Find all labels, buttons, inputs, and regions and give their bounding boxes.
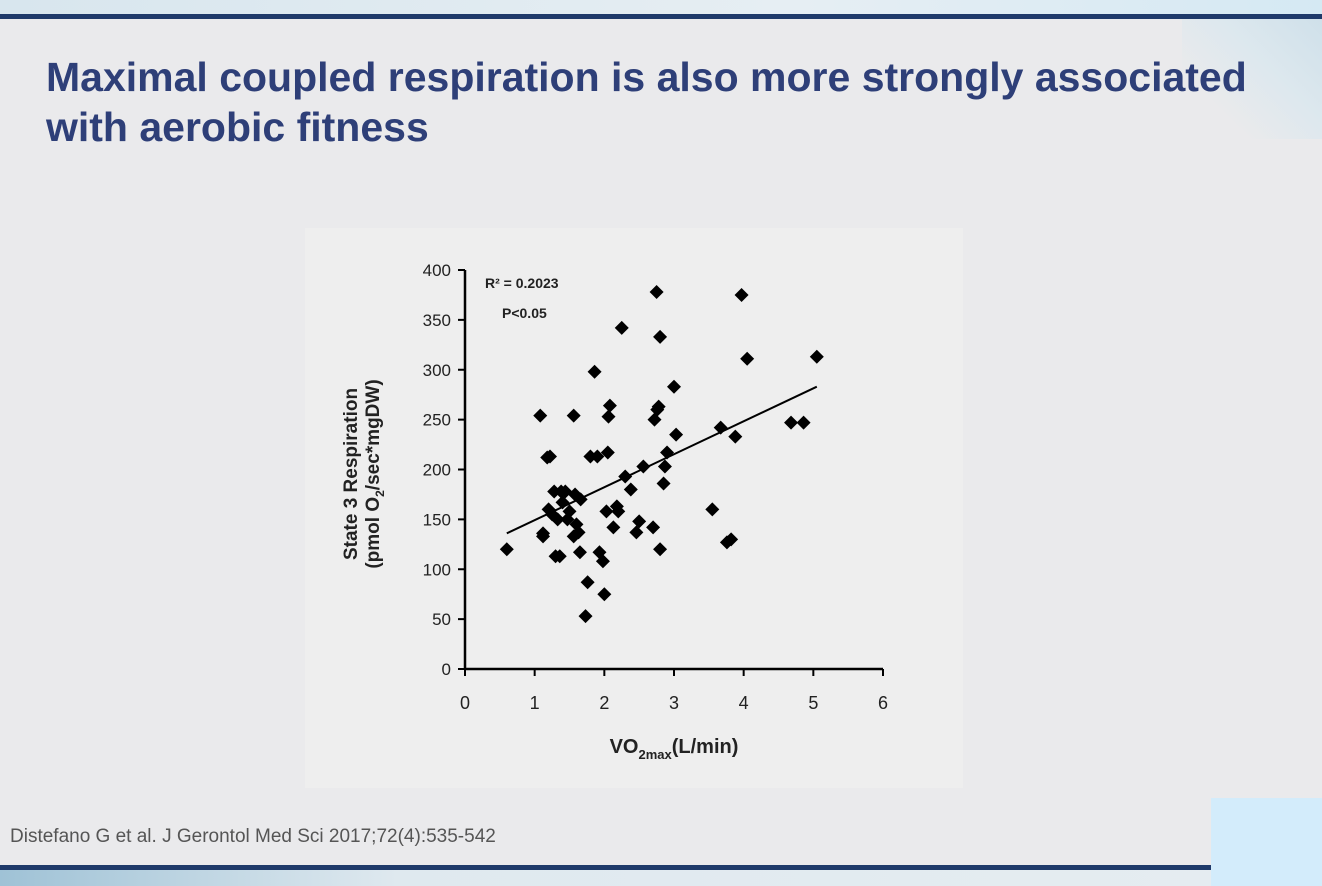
- data-point: [597, 587, 612, 602]
- data-point: [623, 482, 638, 497]
- bottom-rule: [0, 865, 1322, 870]
- x-tick-label: 3: [669, 693, 679, 713]
- data-point: [606, 520, 621, 535]
- data-point: [667, 379, 681, 394]
- data-point: [669, 427, 684, 442]
- data-point: [618, 469, 633, 484]
- data-point: [566, 408, 581, 423]
- scatter-chart: 0 50 100 150 200 250 300 350 400 0 1 2 3 4 5 6 R² = 0.…: [341, 261, 888, 762]
- data-point: [646, 520, 661, 535]
- data-point: [657, 459, 672, 474]
- data-point: [595, 554, 610, 569]
- data-point: [614, 320, 629, 335]
- y-axis-label: State 3 Respiration (pmol O2/sec*mgDW): [341, 379, 387, 568]
- data-point: [573, 492, 588, 507]
- x-tick-label: 0: [460, 693, 470, 713]
- chart-panel: 0 50 100 150 200 250 300 350 400 0 1 2 3 4 5 6 R² = 0.…: [305, 228, 963, 788]
- data-point: [653, 329, 668, 344]
- y-axis-label-line1: State 3 Respiration: [341, 388, 362, 560]
- data-point: [600, 445, 615, 460]
- data-point: [660, 445, 675, 460]
- data-point: [784, 415, 799, 430]
- y-axis-label-line2: (pmol O2/sec*mgDW): [363, 379, 387, 568]
- bottom-decor-band: [0, 870, 1322, 886]
- top-rule: [0, 14, 1322, 19]
- y-tick-label: 300: [423, 361, 451, 380]
- y-ticks: 0 50 100 150 200 250 300 350 400: [423, 261, 465, 679]
- data-point: [499, 542, 514, 557]
- data-point: [552, 549, 567, 564]
- data-point: [632, 514, 647, 529]
- top-decor-band: [0, 0, 1322, 14]
- y-tick-label: 150: [423, 510, 451, 529]
- data-point: [542, 449, 557, 464]
- data-point: [571, 525, 586, 540]
- trendline-group: [506, 385, 818, 535]
- data-point: [602, 398, 617, 413]
- x-ticks: 0 1 2 3 4 5 6: [460, 669, 888, 713]
- y-tick-label: 350: [423, 311, 451, 330]
- data-point: [572, 545, 587, 560]
- x-tick-label: 1: [530, 693, 540, 713]
- data-point: [809, 349, 824, 364]
- data-point: [653, 542, 668, 557]
- y-tick-label: 100: [423, 560, 451, 579]
- data-point: [651, 399, 666, 414]
- data-point: [562, 504, 577, 519]
- data-point: [533, 408, 548, 423]
- data-point: [536, 529, 551, 544]
- x-axis-label-unit: (L/min): [672, 736, 739, 758]
- data-point: [713, 420, 728, 435]
- corner-decor: [1182, 19, 1322, 139]
- x-axis-label-main: VO: [610, 736, 639, 758]
- data-point: [611, 504, 626, 519]
- x-axis-label: VO2max(L/min): [610, 736, 739, 762]
- data-point: [724, 532, 739, 547]
- data-point: [578, 609, 593, 624]
- data-point: [560, 512, 575, 527]
- y-tick-label: 400: [423, 261, 451, 280]
- citation: Distefano G et al. J Gerontol Med Sci 20…: [10, 826, 496, 847]
- data-point: [580, 575, 595, 590]
- trendline: [506, 385, 818, 535]
- data-point: [705, 502, 720, 517]
- data-point: [587, 364, 602, 379]
- data-point: [599, 504, 614, 519]
- x-tick-label: 5: [808, 693, 818, 713]
- data-point: [656, 476, 671, 491]
- data-point: [734, 287, 749, 302]
- data-point: [636, 459, 651, 474]
- y-tick-label: 250: [423, 411, 451, 430]
- annotations: R² = 0.2023 P<0.05: [485, 275, 559, 321]
- data-point: [601, 409, 616, 424]
- data-point: [647, 412, 662, 427]
- overlay-box: [1211, 798, 1322, 886]
- slide-title: Maximal coupled respiration is also more…: [46, 54, 1247, 150]
- r-squared-annotation: R² = 0.2023: [485, 275, 559, 291]
- x-tick-label: 6: [878, 693, 888, 713]
- x-tick-label: 2: [599, 693, 609, 713]
- y-axis-label-line2-b: /sec*mgDW): [363, 379, 384, 490]
- data-point: [568, 487, 583, 502]
- y-axis-label-line2-sub: 2: [373, 490, 387, 497]
- data-point: [728, 429, 743, 444]
- y-tick-label: 0: [442, 660, 451, 679]
- data-point: [590, 449, 605, 464]
- data-point: [649, 284, 664, 299]
- x-axis-label-sub: 2max: [639, 747, 673, 762]
- points-group: [499, 284, 824, 624]
- y-tick-label: 200: [423, 461, 451, 480]
- p-value-annotation: P<0.05: [502, 305, 547, 321]
- x-tick-label: 4: [739, 693, 749, 713]
- y-tick-label: 50: [432, 610, 451, 629]
- data-point: [796, 415, 811, 430]
- y-axis-label-line2-a: (pmol O: [363, 497, 384, 569]
- data-point: [740, 351, 755, 366]
- axes: [463, 270, 883, 671]
- data-point: [550, 512, 565, 527]
- data-point: [555, 495, 570, 510]
- data-point: [629, 525, 644, 540]
